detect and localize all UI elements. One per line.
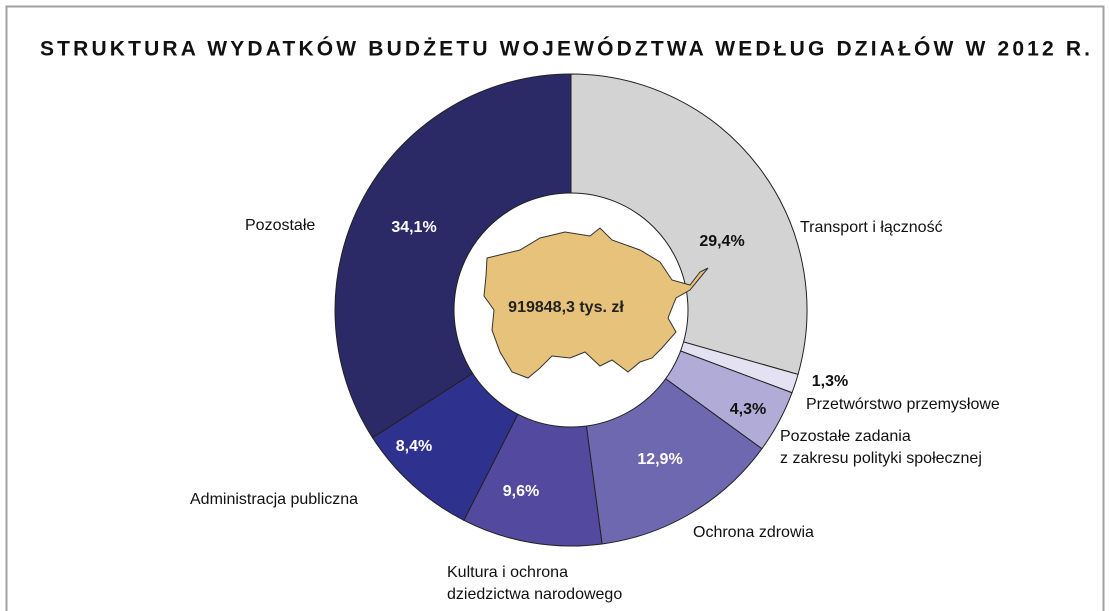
category-label: Pozostałe zadania z zakresu polityki spo…: [780, 428, 982, 467]
chart-title: STRUKTURA WYDATKÓW BUDŻETU WOJEWÓDZTWA W…: [40, 37, 1090, 61]
category-label: Administracja publiczna: [190, 491, 359, 508]
region-map: [483, 227, 709, 379]
center-label: 919848,3 tys. zł: [508, 299, 624, 316]
value-label: 8,4%: [395, 438, 433, 455]
category-label: Kultura i ochrona dziedzictwa narodowego: [447, 564, 623, 603]
value-label: 34,1%: [391, 219, 437, 236]
value-label: 4,3%: [729, 401, 767, 418]
category-label: Przetwórstwo przemysłowe: [806, 396, 1000, 413]
value-label: 12,9%: [637, 451, 683, 468]
category-label: Transport i łączność: [800, 219, 943, 236]
category-label: Ochrona zdrowia: [693, 524, 814, 541]
value-label: 9,6%: [502, 483, 540, 500]
value-label: 1,3%: [811, 373, 849, 390]
category-label: Pozostałe: [245, 217, 316, 234]
value-label: 29,4%: [699, 233, 745, 250]
